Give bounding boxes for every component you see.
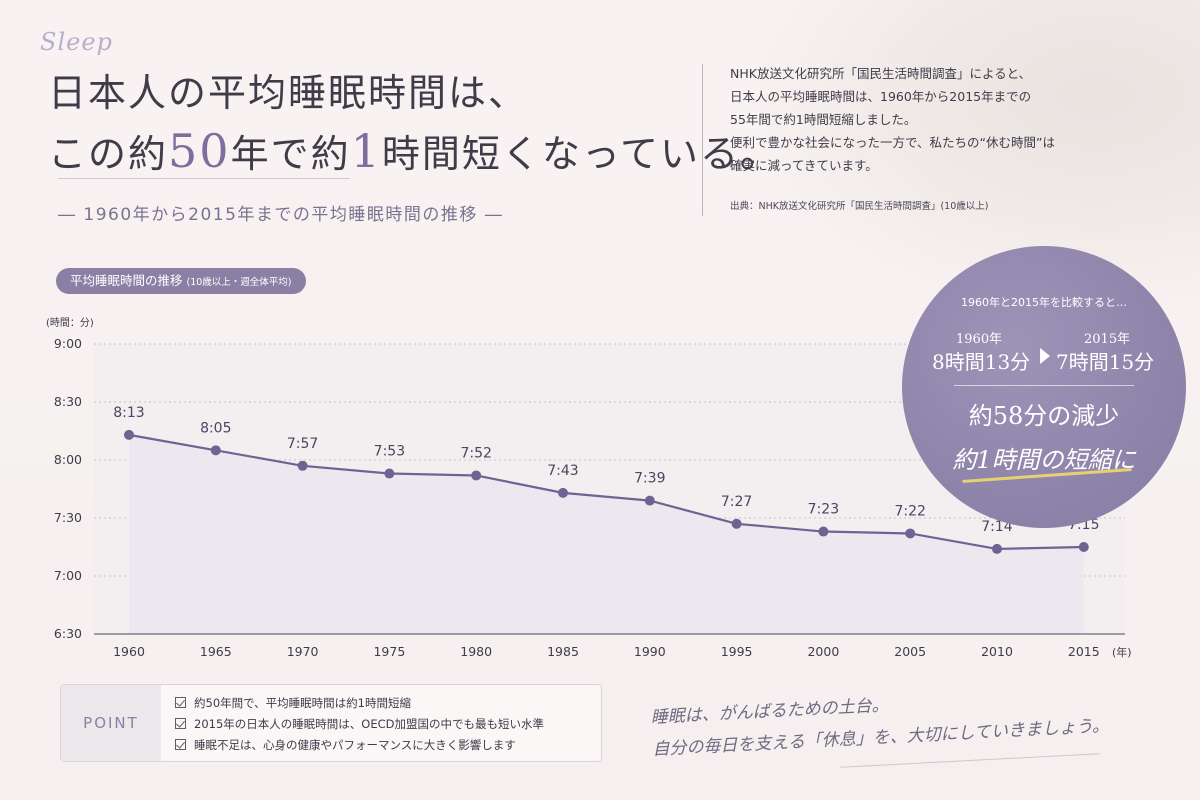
intro-line: 確実に減ってきています。 [730,158,878,173]
point-item-text: 約50年間で、平均睡眠時間は約1時間短縮 [194,696,411,710]
data-label: 7:57 [287,436,318,452]
checkbox-icon [175,718,186,729]
x-tick-label: 2015 [1068,644,1100,659]
data-label: 7:53 [374,444,405,460]
headline-text: この約 [48,132,169,176]
data-label: 7:52 [460,445,491,461]
y-tick-label: 6:30 [54,626,82,641]
y-tick-label: 8:30 [54,394,82,409]
point-list: 約50年間で、平均睡眠時間は約1時間短縮 2015年の日本人の睡眠時間は、OEC… [175,693,544,756]
data-point [644,495,655,506]
data-point [731,518,742,529]
chart-subtitle: ― 1960年から2015年までの平均睡眠時間の推移 ― [58,205,504,225]
badge-shortening: 約1時間の短縮に [952,446,1136,474]
point-box: POINT 約50年間で、平均睡眠時間は約1時間短縮 2015年の日本人の睡眠時… [60,684,602,762]
data-point [210,445,221,456]
x-axis-label: (年) [1112,645,1132,659]
checkbox-icon [175,697,186,708]
headline-text: 年で約 [230,132,351,176]
badge-reduction: 約58分の減少 [968,402,1120,430]
background-decoration [760,0,1200,300]
intro-text: NHK放送文化研究所「国民生活時間調査」によると、 日本人の平均睡眠時間は、19… [730,62,1130,177]
y-axis-label: (時間：分) [46,317,94,329]
y-tick-label: 8:00 [54,452,82,467]
series-line [128,433,1084,551]
intro-line: 便利で豊かな社会になった一方で、私たちの“休む時間”は [730,135,1055,150]
point-item: 睡眠不足は、心身の健康やパフォーマンスに大きく影響します [175,735,544,756]
intro-line: 日本人の平均睡眠時間は、1960年から2015年までの [730,89,1032,104]
data-label: 7:39 [634,471,665,487]
headline-text: 時間短くなっている。 [381,132,780,176]
point-label: POINT [61,685,161,761]
data-point [297,460,308,471]
badge-divider [954,385,1134,386]
closing-message: 睡眠は、がんばるための土台。 自分の毎日を支える「休息」を、大切にしていきましょ… [650,678,1110,766]
headline-line-2: この約50年で約1時間短くなっている。 [48,122,780,183]
data-label: 7:22 [894,503,925,519]
intro-line: NHK放送文化研究所「国民生活時間調査」によると、 [730,66,1032,81]
x-tick-label: 2000 [807,644,839,659]
badge-from-year: 1960年 [956,332,1003,347]
point-item-text: 睡眠不足は、心身の健康やパフォーマンスに大きく影響します [194,738,516,752]
x-tick-label: 1960 [113,644,145,659]
area-fill [129,434,1084,634]
data-point [471,470,482,481]
y-tick-label: 7:30 [54,510,82,525]
data-point [124,429,134,440]
x-tick-label: 2010 [981,644,1013,659]
data-point [818,526,829,537]
badge-from-value: 8時間13分 [932,350,1031,374]
x-tick-label: 1970 [287,644,319,659]
data-label: 8:05 [200,420,231,436]
comparison-badge: 1960年と2015年を比較すると… 1960年 2015年 8時間13分 7時… [902,246,1186,528]
data-point [384,468,395,479]
x-tick-label: 1965 [200,644,232,659]
point-item: 約50年間で、平均睡眠時間は約1時間短縮 [175,693,544,714]
data-label: 7:23 [808,502,839,518]
headline-number-1: 1 [350,124,382,178]
headline: 日本人の平均睡眠時間は、 この約50年で約1時間短くなっている。 [48,64,780,183]
point-item-text: 2015年の日本人の睡眠時間は、OECD加盟国の中でも最も短い水準 [194,717,544,731]
headline-line-1: 日本人の平均睡眠時間は、 [48,71,529,115]
x-tick-label: 1980 [460,644,492,659]
badge-to-year: 2015年 [1084,332,1131,347]
sleep-script-title: Sleep [40,28,113,56]
x-tick-label: 1995 [721,644,753,659]
intro-divider [702,64,703,216]
data-label: 7:43 [547,463,578,479]
data-point [905,528,916,539]
data-label: 7:14 [981,519,1013,535]
data-point [992,543,1002,554]
arrow-right-icon [1040,348,1050,364]
intro-line: 55年間で約1時間短縮しました。 [730,112,917,127]
y-tick-label: 7:00 [54,568,82,583]
y-tick-label: 9:00 [54,336,82,351]
headline-divider [58,178,350,179]
x-tick-label: 1990 [634,644,666,659]
data-label: 8:13 [113,405,144,421]
data-point [1078,542,1089,552]
point-item: 2015年の日本人の睡眠時間は、OECD加盟国の中でも最も短い水準 [175,714,544,735]
chart-title-sub: (10歳以上・週全体平均) [186,277,292,288]
x-tick-label: 1985 [547,644,579,659]
x-tick-label: 2005 [894,644,926,659]
chart-title: 平均睡眠時間の推移 [70,273,183,288]
data-point [558,487,568,498]
x-tick-label: 1975 [373,644,405,659]
chart-title-pill: 平均睡眠時間の推移 (10歳以上・週全体平均) [56,268,306,294]
data-label: 7:27 [721,494,752,510]
checkbox-icon [175,739,186,750]
badge-compare-text: 1960年と2015年を比較すると… [961,296,1127,309]
badge-to-value: 7時間15分 [1056,350,1155,374]
headline-number-50: 50 [168,124,231,178]
closing-underline [840,753,1100,768]
source-note: 出典：NHK放送文化研究所「国民生活時間調査」(10歳以上) [730,201,989,212]
